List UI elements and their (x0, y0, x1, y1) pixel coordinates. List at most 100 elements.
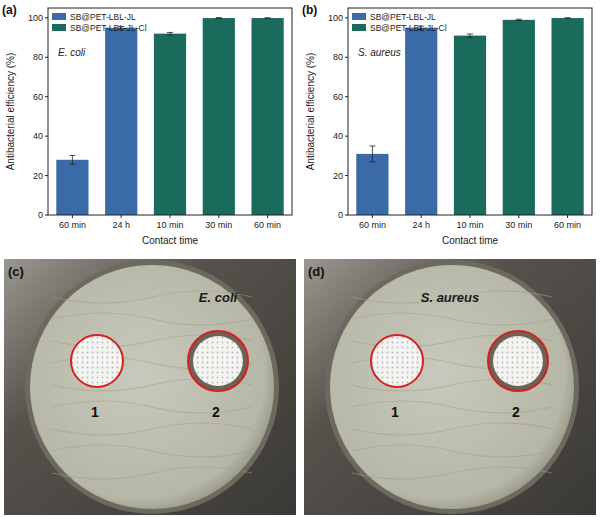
error-cap (565, 18, 571, 19)
legend: SB@PET-LBL-JLSB@PET-LBL-JL-Cl (352, 12, 447, 33)
sample-disc (493, 336, 543, 386)
y-tick-label: 80 (333, 52, 343, 62)
organism-label: S. aureus (421, 290, 480, 305)
photo-background (4, 259, 296, 515)
error-cap (216, 17, 222, 18)
x-tick (470, 215, 471, 218)
sample-label: 1 (91, 404, 99, 420)
panel-label: (c) (8, 264, 24, 279)
organism-label: E. coli (199, 290, 238, 305)
plot-frame (348, 8, 592, 215)
zone-outline (488, 331, 548, 391)
lawn-streak (52, 423, 252, 435)
legend: SB@PET-LBL-JLSB@PET-LBL-JL-Cl (52, 12, 147, 33)
bar (251, 18, 283, 215)
dish-rim (25, 260, 279, 514)
error-cap (467, 37, 473, 38)
sample-label: 1 (391, 404, 399, 420)
x-tick-label: 60 min (554, 220, 581, 230)
error-cap (265, 17, 271, 18)
y-tick-label: 100 (328, 13, 343, 23)
plot-frame (48, 8, 292, 215)
lawn-streak (352, 423, 552, 435)
error-bar (565, 17, 571, 18)
legend-label: SB@PET-LBL-JL (70, 12, 136, 22)
lawn-streak (352, 445, 552, 457)
x-tick (518, 215, 519, 218)
bar (105, 28, 137, 215)
x-tick (567, 215, 568, 218)
x-tick (72, 215, 73, 218)
x-tick-label: 10 min (456, 220, 483, 230)
panel-label: (d) (308, 264, 325, 279)
zone-outline (188, 331, 248, 391)
error-cap (565, 17, 571, 18)
y-axis-label: Antibacterial efficiency (%) (5, 53, 16, 171)
lawn-streak (52, 401, 252, 413)
error-bar (167, 32, 173, 34)
error-cap (216, 18, 222, 19)
panel-label: (b) (302, 3, 317, 17)
sample-disc (193, 336, 243, 386)
chart-panel: 02040608010060 min24 h10 min30 min60 min… (2, 3, 292, 246)
y-tick (45, 17, 48, 18)
x-tick-label: 60 min (59, 220, 86, 230)
x-tick (372, 215, 373, 218)
sample-label: 2 (212, 404, 220, 420)
disc-outline (71, 335, 123, 387)
y-tick (45, 57, 48, 58)
y-tick-label: 20 (333, 171, 343, 181)
y-tick (345, 175, 348, 176)
error-cap (467, 34, 473, 35)
error-cap (265, 18, 271, 19)
x-tick-label: 30 min (505, 220, 532, 230)
y-tick (345, 215, 348, 216)
error-bar (516, 19, 522, 20)
bar (56, 160, 88, 215)
bar (551, 18, 583, 215)
y-tick-label: 60 (33, 92, 43, 102)
dish-agar (330, 265, 574, 509)
inhibition-zone (488, 331, 548, 391)
bar (405, 28, 437, 215)
legend-label: SB@PET-LBL-JL-Cl (370, 23, 447, 33)
error-cap (369, 161, 375, 162)
lawn-streak (352, 401, 552, 413)
panel-label: (a) (2, 3, 17, 17)
error-bar (69, 155, 75, 164)
error-bar (265, 17, 271, 18)
chart-panel: 02040608010060 min24 h10 min30 min60 min… (302, 3, 592, 246)
bars (56, 18, 283, 215)
lawn-streak (352, 313, 552, 325)
lawn-streak (52, 313, 252, 325)
error-line (470, 34, 471, 37)
x-tick (121, 215, 122, 218)
legend-swatch (352, 24, 366, 31)
error-bar (369, 146, 375, 162)
bar (356, 154, 388, 215)
y-tick-label: 100 (28, 13, 43, 23)
error-line (372, 146, 373, 162)
y-tick (45, 215, 48, 216)
error-cap (167, 34, 173, 35)
error-cap (516, 20, 522, 21)
bar (503, 20, 535, 215)
inhibition-zone (188, 331, 248, 391)
x-tick-label: 60 min (359, 220, 386, 230)
x-axis-label: Contact time (442, 235, 499, 246)
y-axis-label: Antibacterial efficiency (%) (305, 53, 316, 171)
x-tick-label: 60 min (254, 220, 281, 230)
x-tick (170, 215, 171, 218)
photo-panel: 12S. aureus(d) (304, 259, 596, 515)
legend-swatch (352, 13, 366, 20)
y-tick (45, 175, 48, 176)
sample-disc (71, 335, 123, 387)
x-tick-label: 10 min (156, 220, 183, 230)
lawn-streak (52, 467, 252, 479)
error-line (72, 155, 73, 164)
y-tick-label: 60 (333, 92, 343, 102)
y-tick-label: 80 (33, 52, 43, 62)
y-tick-label: 40 (333, 131, 343, 141)
y-tick (345, 57, 348, 58)
y-tick-label: 20 (33, 171, 43, 181)
